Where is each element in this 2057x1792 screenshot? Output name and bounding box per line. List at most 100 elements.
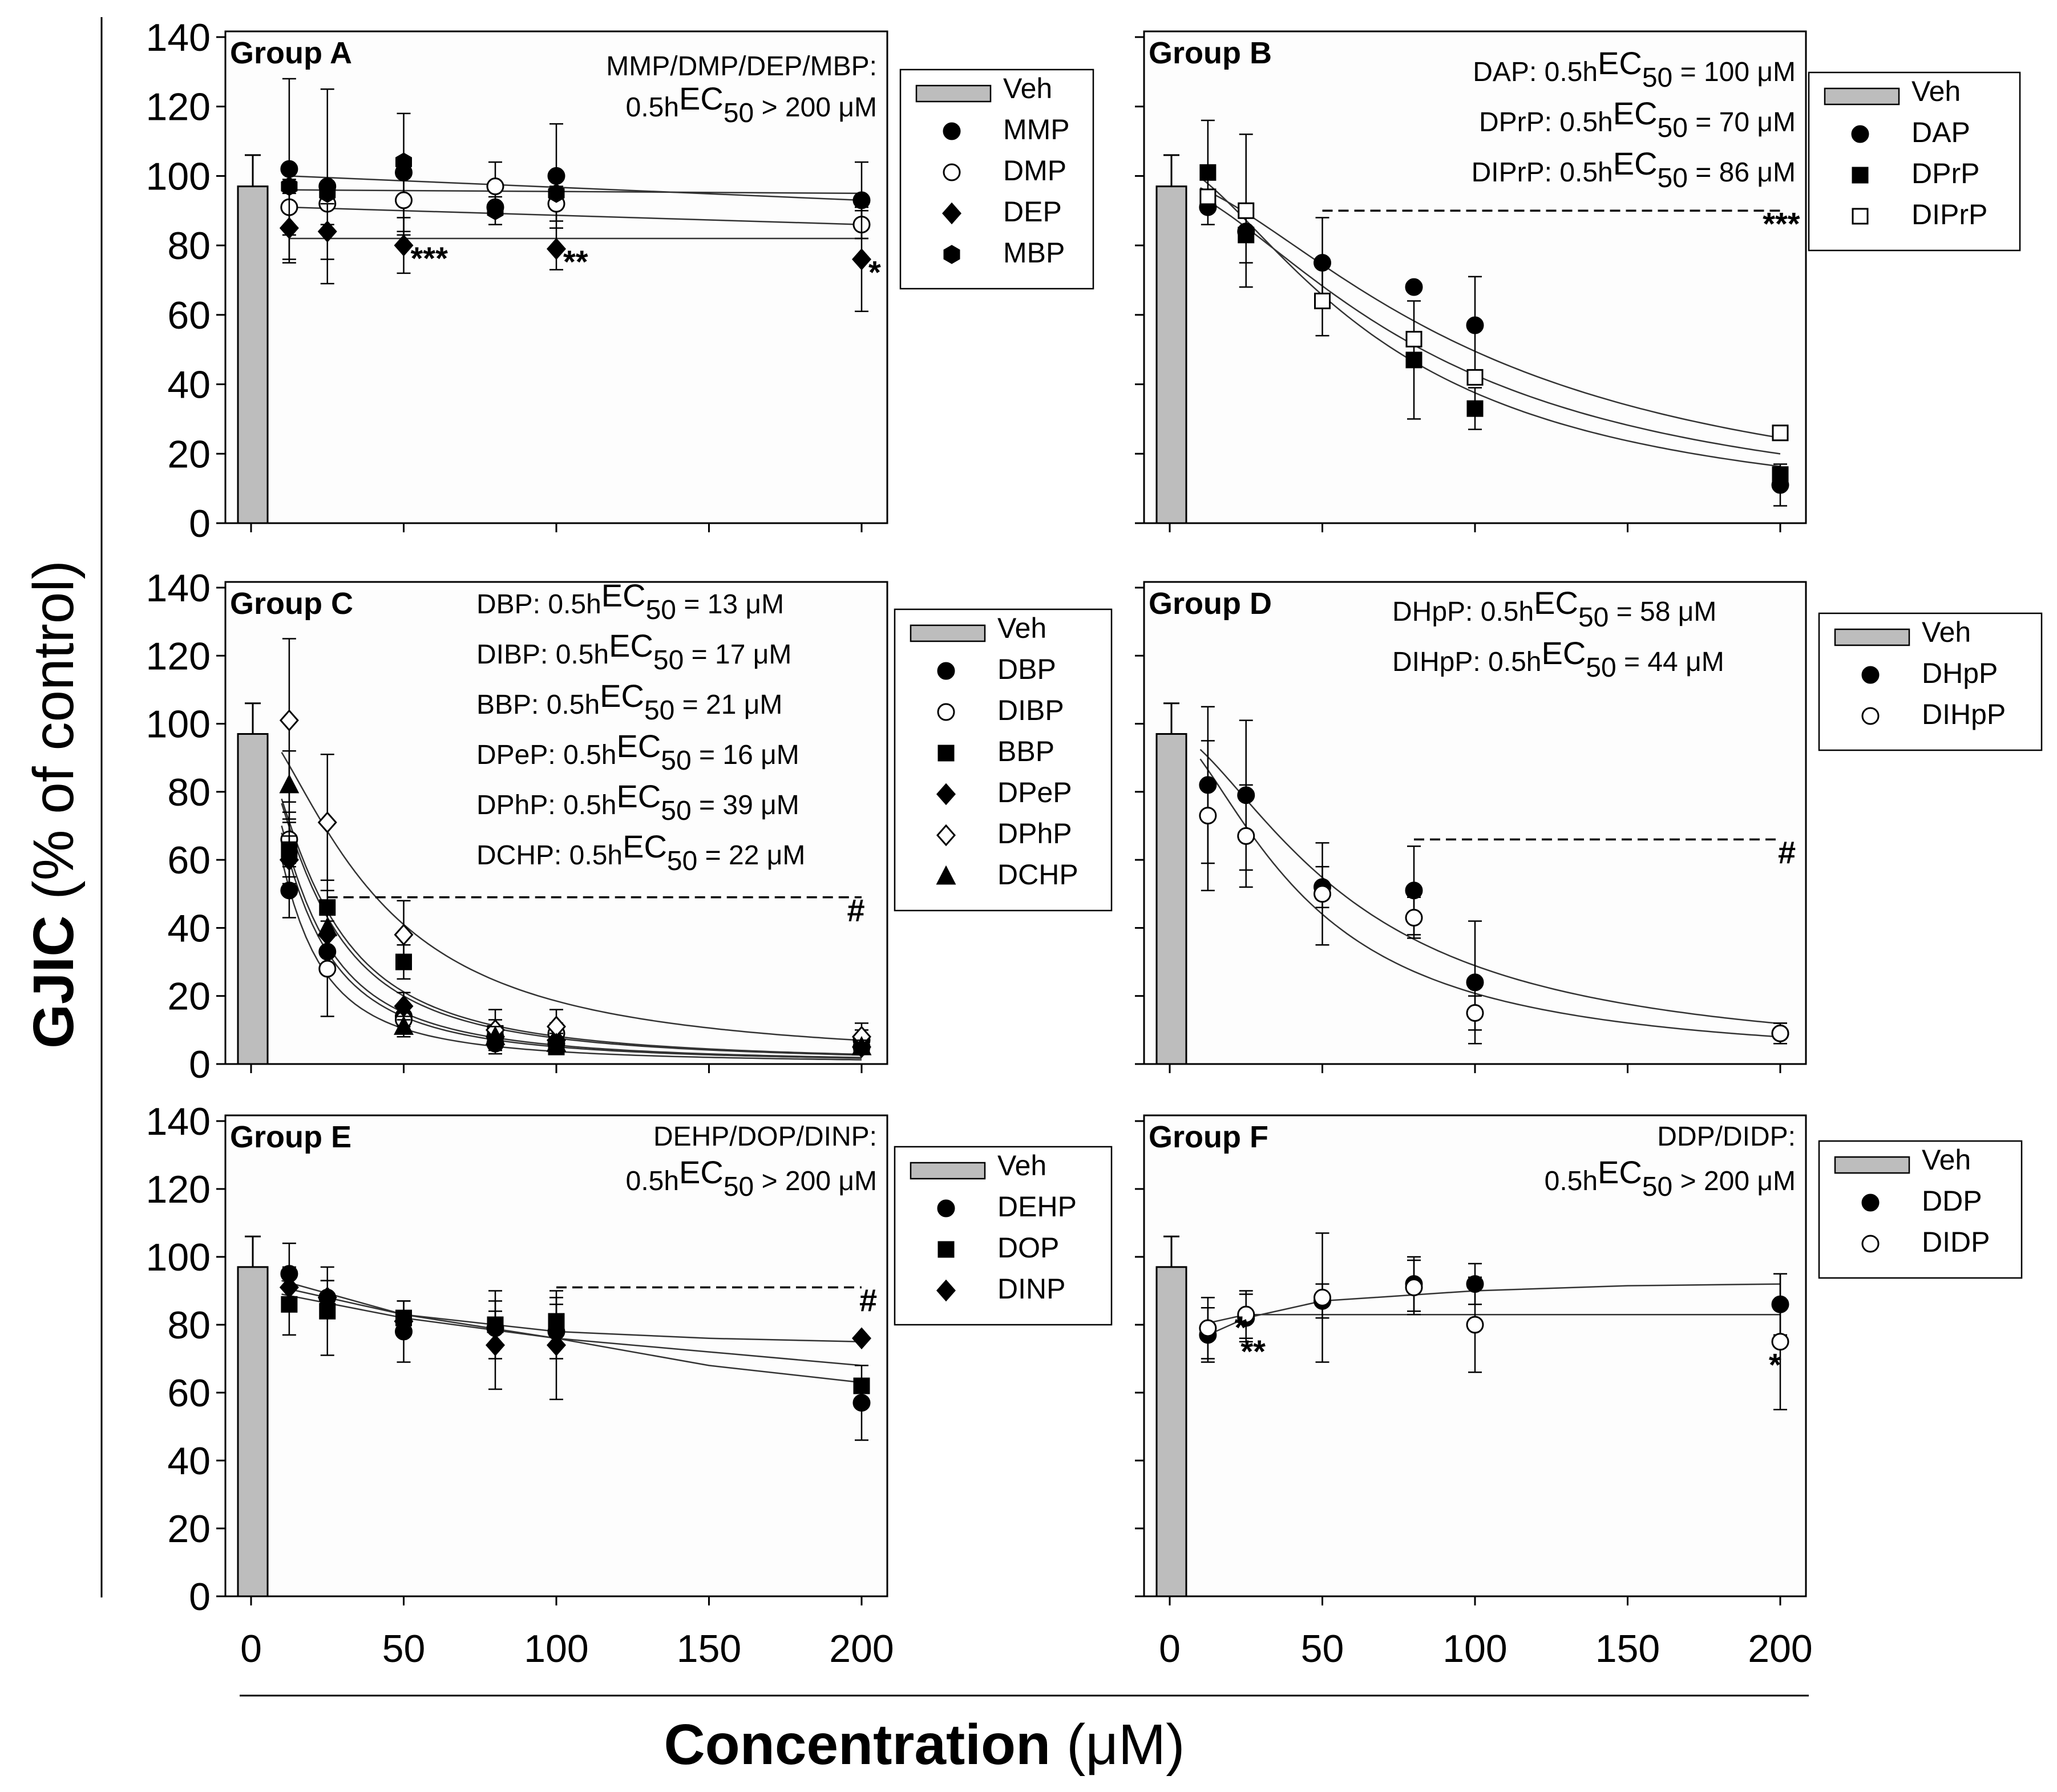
legend-marker-dop bbox=[939, 1242, 953, 1257]
data-point-dap bbox=[1467, 317, 1483, 333]
data-point-dmp bbox=[396, 192, 412, 208]
legend-label-dibp: DIBP bbox=[997, 694, 1064, 726]
ec50-annotation: MMP/DMP/DEP/MBP: bbox=[606, 51, 877, 82]
panels: 0 20 40 60 80 100 120 140 Group A MMP/DMP/DEP/MBP… bbox=[146, 16, 2042, 1670]
data-point-mbp bbox=[320, 185, 335, 202]
x-axis-label: Concentration (μM) bbox=[664, 1713, 1185, 1777]
data-point-dbp bbox=[281, 883, 297, 899]
ec50-annotation: DEHP/DOP/DINP: bbox=[653, 1122, 877, 1152]
significance-mark: # bbox=[859, 1283, 877, 1318]
y-tick-label: 60 bbox=[167, 1372, 211, 1415]
y-tick-label: 80 bbox=[167, 224, 211, 268]
data-point-mbp bbox=[397, 153, 411, 171]
legend-swatch-veh bbox=[911, 1163, 985, 1179]
legend-marker-dprp bbox=[1853, 168, 1868, 183]
y-tick-label: 0 bbox=[189, 502, 211, 545]
legend-label-dpep: DPeP bbox=[997, 776, 1072, 808]
legend-label-didp: DIDP bbox=[1922, 1226, 1990, 1258]
data-point-dihpp bbox=[1467, 1005, 1483, 1021]
data-point-mmp bbox=[281, 161, 297, 177]
data-point-diprp bbox=[1407, 331, 1421, 346]
significance-mark: ** bbox=[563, 244, 588, 280]
vehicle-bar bbox=[1157, 187, 1186, 523]
legend-label-mmp: MMP bbox=[1003, 114, 1070, 145]
legend-marker-mbp bbox=[944, 246, 959, 263]
x-tick-label: 0 bbox=[240, 1627, 262, 1670]
legend-marker-dehp bbox=[938, 1200, 954, 1216]
data-point-dhpp bbox=[1467, 974, 1483, 990]
vehicle-bar bbox=[1157, 1267, 1186, 1596]
legend-label-dmp: DMP bbox=[1003, 155, 1066, 187]
y-tick-label: 80 bbox=[167, 771, 211, 814]
data-point-diprp bbox=[1201, 189, 1215, 204]
legend-marker-ddp bbox=[1862, 1195, 1878, 1211]
legend-marker-dmp bbox=[944, 164, 960, 180]
legend-label-veh: Veh bbox=[1922, 1144, 1971, 1176]
vehicle-bar bbox=[238, 187, 268, 523]
data-point-diprp bbox=[1773, 426, 1788, 440]
data-point-mmp bbox=[854, 192, 870, 208]
data-point-dehp bbox=[854, 1395, 870, 1411]
legend-label-dehp: DEHP bbox=[997, 1191, 1077, 1223]
legend-label-dinp: DINP bbox=[997, 1273, 1065, 1305]
data-point-dprp bbox=[1773, 467, 1788, 482]
y-tick-label: 80 bbox=[167, 1304, 211, 1347]
data-point-didp bbox=[1467, 1317, 1483, 1333]
x-tick-label: 200 bbox=[829, 1627, 894, 1670]
data-point-dop bbox=[854, 1378, 869, 1393]
significance-mark: # bbox=[1778, 834, 1796, 870]
data-point-diprp bbox=[1239, 203, 1254, 218]
legend-swatch-veh bbox=[911, 625, 985, 641]
data-point-didp bbox=[1406, 1280, 1422, 1296]
y-tick-label: 0 bbox=[189, 1575, 211, 1619]
legend-label-dhpp: DHpP bbox=[1922, 657, 1998, 689]
legend-label-dap: DAP bbox=[1911, 116, 1970, 148]
y-tick-label: 100 bbox=[146, 1236, 211, 1279]
y-tick-label: 20 bbox=[167, 975, 211, 1018]
legend-label-dep: DEP bbox=[1003, 196, 1062, 228]
y-tick-label: 60 bbox=[167, 294, 211, 337]
x-tick-label: 0 bbox=[1159, 1627, 1181, 1670]
legend-label-veh: Veh bbox=[1003, 72, 1052, 104]
data-point-dihpp bbox=[1406, 910, 1422, 926]
panel-group-c: 020406080100120140 Group C DBP: 0.5hEC50 =… bbox=[146, 567, 1112, 1086]
legend-marker-didp bbox=[1862, 1236, 1878, 1252]
data-point-dmp bbox=[487, 179, 503, 195]
legend-label-dchp: DCHP bbox=[997, 859, 1078, 891]
data-point-dihpp bbox=[1238, 828, 1254, 844]
legend-label-veh: Veh bbox=[997, 1150, 1046, 1182]
y-tick-label: 20 bbox=[167, 432, 211, 476]
legend-swatch-veh bbox=[1835, 1157, 1909, 1173]
significance-mark: * bbox=[868, 254, 881, 290]
panel-title: Group D bbox=[1149, 586, 1272, 621]
y-tick-label: 100 bbox=[146, 155, 211, 198]
data-point-dprp bbox=[1407, 353, 1421, 367]
legend-swatch-veh bbox=[1835, 629, 1909, 645]
panel-title: Group A bbox=[230, 36, 352, 70]
data-point-mbp bbox=[549, 185, 564, 202]
legend-label-dihpp: DIHpP bbox=[1922, 698, 2006, 730]
panel-group-e: 0204060801001201400 50 100 150 200Group E DEH… bbox=[146, 1100, 1112, 1670]
legend-marker-diprp bbox=[1853, 209, 1868, 224]
data-point-dihpp bbox=[1772, 1025, 1788, 1041]
x-tick-label: 200 bbox=[1748, 1627, 1812, 1670]
legend-label-veh: Veh bbox=[997, 612, 1046, 644]
legend-swatch-veh bbox=[1825, 88, 1899, 104]
ec50-annotation: DDP/DIDP: bbox=[1657, 1122, 1796, 1152]
y-tick-label: 140 bbox=[146, 1100, 211, 1143]
y-tick-label: 120 bbox=[146, 86, 211, 129]
legend-marker-bbp bbox=[939, 746, 953, 761]
x-tick-label: 150 bbox=[677, 1627, 741, 1670]
y-tick-label: 120 bbox=[146, 1168, 211, 1211]
panel-title: Group C bbox=[230, 586, 353, 621]
significance-mark: # bbox=[847, 892, 865, 928]
y-tick-label: 140 bbox=[146, 567, 211, 610]
legend-label-diprp: DIPrP bbox=[1911, 199, 1987, 230]
significance-mark: *** bbox=[411, 240, 448, 276]
data-point-diprp bbox=[1468, 370, 1482, 385]
legend-marker-dibp bbox=[938, 704, 954, 720]
vehicle-bar bbox=[1157, 734, 1186, 1064]
data-point-dap bbox=[1406, 279, 1422, 295]
y-tick-label: 40 bbox=[167, 1439, 211, 1483]
